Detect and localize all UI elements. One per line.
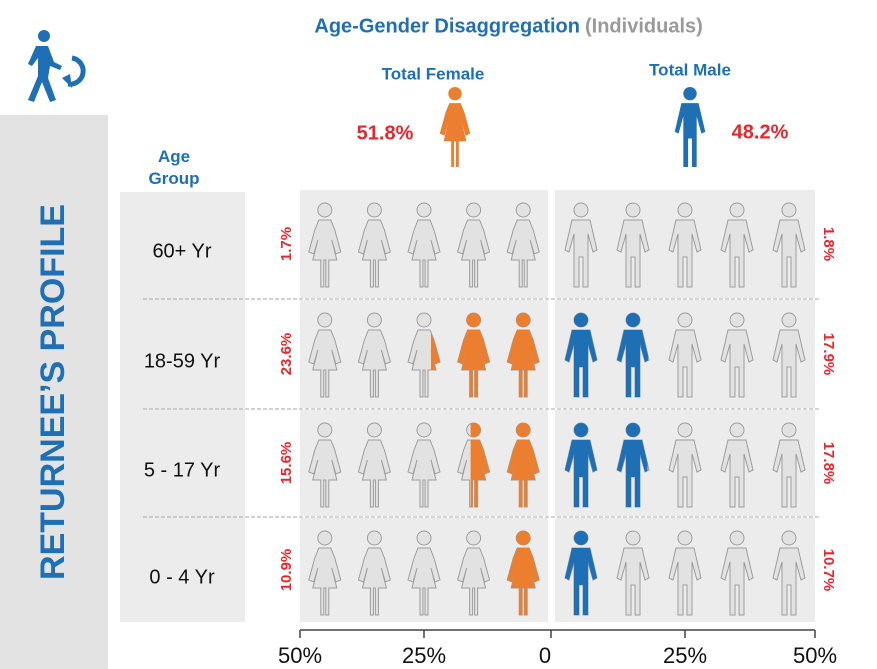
value-label: 15.6%: [278, 442, 295, 485]
x-tick-label: 0: [539, 643, 551, 668]
value-label: 10.9%: [278, 549, 295, 592]
value-label: 23.6%: [278, 333, 295, 376]
x-tick-label: 50%: [278, 643, 322, 668]
age-column: [120, 192, 245, 622]
x-tick-label: 25%: [663, 643, 707, 668]
category-header: Age Group: [148, 147, 200, 188]
category-label: 5 - 17 Yr: [144, 459, 221, 481]
category-label: 60+ Yr: [152, 240, 211, 262]
value-label: 17.8%: [820, 442, 837, 485]
legend-label: Total Female: [382, 64, 485, 83]
legend-icon: [439, 86, 471, 168]
value-label: 1.8%: [820, 227, 837, 261]
legend-label: Total Male: [649, 60, 731, 79]
logo-icon: [28, 30, 86, 102]
category-label: 18-59 Yr: [144, 350, 221, 372]
legend-icon: [674, 86, 706, 168]
value-label: 17.9%: [820, 333, 837, 376]
sidebar-title: RETURNEE’S PROFILE: [34, 204, 72, 580]
x-tick-label: 50%: [793, 643, 837, 668]
chart-title: Age-Gender Disaggregation: [314, 15, 580, 37]
total-label: 48.2%: [732, 121, 789, 143]
value-label: 10.7%: [820, 549, 837, 592]
total-label: 51.8%: [357, 122, 414, 144]
value-label: 1.7%: [278, 227, 295, 261]
x-tick-label: 25%: [402, 643, 446, 668]
category-label: 0 - 4 Yr: [149, 566, 215, 588]
chart-subtitle: (Individuals): [585, 15, 703, 37]
sidebar: [0, 115, 108, 669]
